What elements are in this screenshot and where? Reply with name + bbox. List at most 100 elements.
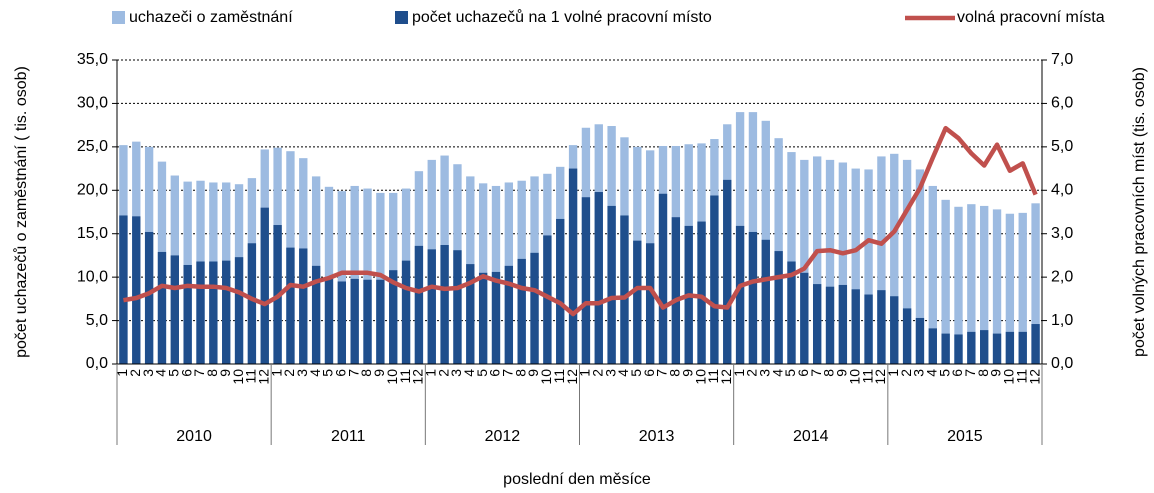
y2-tick-label: 5,0 — [1051, 138, 1073, 155]
legend-swatch — [395, 11, 408, 24]
x-tick-label: 4 — [769, 369, 785, 377]
bar — [980, 205, 989, 364]
bar — [324, 278, 334, 364]
bar — [825, 159, 835, 364]
y2-tick-label: 3,0 — [1051, 225, 1073, 242]
bar — [350, 278, 359, 364]
bar — [915, 317, 925, 364]
x-group-label: 2012 — [485, 428, 521, 445]
bar — [543, 235, 552, 364]
bar — [517, 258, 526, 364]
bar — [170, 255, 179, 364]
x-tick-label: 2 — [127, 369, 143, 377]
bar — [633, 240, 642, 364]
x-tick-label: 3 — [294, 369, 310, 377]
x-tick-label: 4 — [924, 369, 940, 377]
bar — [222, 260, 231, 364]
y-tick-label: 30,0 — [77, 95, 108, 112]
bar — [196, 261, 205, 364]
bar — [376, 192, 385, 364]
x-tick-label: 5 — [474, 369, 490, 377]
x-tick-label: 4 — [307, 369, 323, 377]
x-tick-label: 4 — [153, 369, 169, 377]
y-tick-label: 15,0 — [77, 225, 108, 242]
x-tick-label: 2 — [898, 369, 914, 377]
bar — [851, 168, 860, 364]
x-tick-label: 4 — [615, 369, 631, 377]
x-tick-label: 7 — [808, 369, 824, 377]
bar — [800, 272, 809, 364]
bar — [864, 169, 873, 364]
x-tick-label: 12 — [1026, 369, 1042, 385]
x-tick-label: 7 — [191, 369, 207, 377]
x-tick-label: 9 — [679, 369, 695, 377]
bar — [1005, 331, 1015, 364]
x-tick-label: 12 — [564, 369, 580, 385]
bar — [337, 281, 347, 364]
y2-tick-label: 1,0 — [1051, 312, 1073, 329]
bar — [697, 221, 706, 364]
bar — [967, 331, 976, 364]
bar — [941, 199, 950, 364]
x-tick-label: 7 — [962, 369, 978, 377]
bar — [992, 209, 1002, 364]
x-tick-label: 11 — [705, 369, 721, 384]
x-group-label: 2015 — [947, 428, 983, 445]
x-tick-label: 11 — [243, 369, 259, 384]
bar — [1031, 324, 1040, 364]
bar — [954, 206, 963, 364]
x-tick-label: 5 — [628, 369, 644, 377]
x-tick-label: 2 — [435, 369, 451, 377]
x-tick-label: 9 — [371, 369, 387, 377]
y-tick-label: 20,0 — [77, 182, 108, 199]
x-tick-label: 10 — [1001, 369, 1017, 385]
x-tick-label: 10 — [230, 369, 246, 385]
y-tick-label: 35,0 — [77, 51, 108, 68]
y-tick-label: 0,0 — [86, 355, 108, 372]
x-tick-label: 10 — [846, 369, 862, 385]
x-tick-label: 6 — [333, 369, 349, 377]
bar — [299, 248, 308, 364]
bar — [363, 279, 372, 364]
bar — [247, 243, 257, 364]
bar — [530, 252, 539, 364]
bar — [414, 245, 424, 364]
bar — [710, 195, 719, 364]
bar — [915, 169, 925, 364]
bar — [877, 290, 886, 364]
x-group-label: 2011 — [331, 428, 366, 445]
x-tick-label: 1 — [577, 369, 593, 377]
bar — [620, 215, 629, 364]
x-tick-label: 8 — [821, 369, 837, 377]
bar — [812, 156, 822, 364]
bar — [607, 205, 616, 364]
x-tick-label: 9 — [834, 369, 850, 377]
x-axis-title: poslední den měsíce — [503, 471, 651, 488]
bar — [260, 207, 269, 364]
bar — [812, 284, 822, 364]
legend-label: počet uchazečů na 1 volné pracovní místo — [412, 8, 712, 26]
x-tick-label: 11 — [1013, 369, 1029, 384]
bar — [890, 296, 899, 364]
bar — [890, 153, 899, 364]
x-group-label: 2014 — [793, 428, 829, 445]
y2-tick-label: 2,0 — [1051, 268, 1073, 285]
x-tick-label: 10 — [384, 369, 400, 385]
x-tick-label: 8 — [667, 369, 683, 377]
bar — [838, 162, 848, 364]
x-tick-label: 8 — [512, 369, 528, 377]
x-tick-label: 5 — [166, 369, 182, 377]
bar — [144, 231, 154, 364]
bar — [119, 215, 128, 364]
x-tick-label: 2 — [744, 369, 760, 377]
x-tick-label: 5 — [782, 369, 798, 377]
bar — [735, 225, 745, 364]
bar — [838, 284, 848, 364]
bar — [980, 330, 989, 364]
x-tick-label: 9 — [988, 369, 1004, 377]
bar — [928, 328, 937, 364]
bar — [401, 260, 411, 364]
x-tick-label: 9 — [525, 369, 541, 377]
bar — [645, 243, 655, 364]
bar — [787, 152, 796, 364]
